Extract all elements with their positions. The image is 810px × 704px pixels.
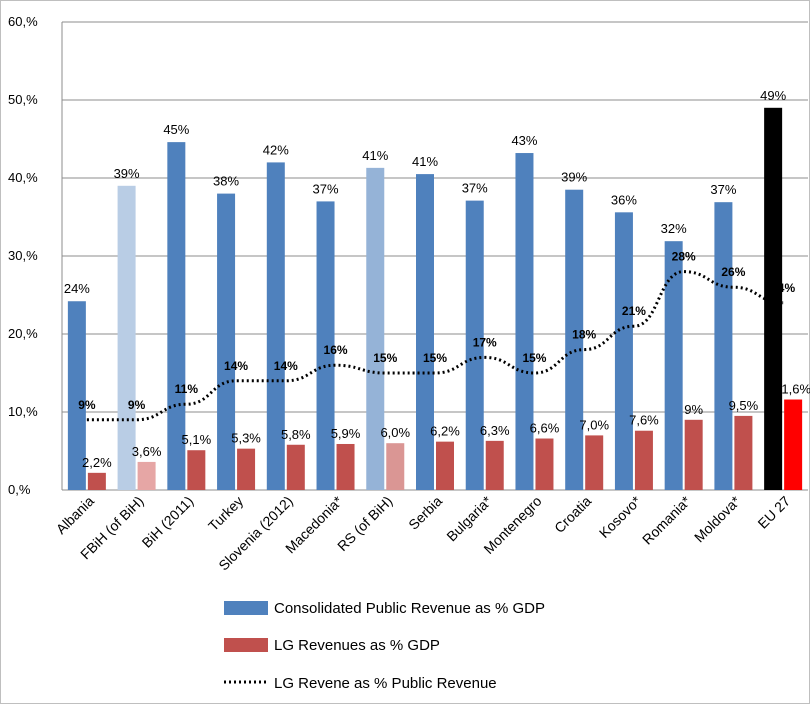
bar-consolidated [614, 212, 633, 490]
bar-lg-revenues [187, 450, 206, 490]
data-label-lg-share: 14% [274, 359, 298, 373]
data-label-lg-revenues: 5,8% [281, 427, 311, 442]
data-label-consolidated: 49% [760, 88, 786, 103]
data-label-lg-share: 15% [373, 351, 397, 365]
legend-item-lg-share: LG Revene as % Public Revenue [224, 675, 497, 692]
legend-label-lg-share: LG Revene as % Public Revenue [274, 675, 497, 692]
data-label-lg-revenues: 11,6% [775, 382, 810, 397]
legend-label-consolidated: Consolidated Public Revenue as % GDP [274, 600, 545, 617]
data-label-lg-share: 24% [771, 281, 795, 295]
data-label-consolidated: 41% [362, 148, 388, 163]
bar-lg-revenues [784, 399, 803, 490]
data-label-lg-revenues: 9% [684, 402, 703, 417]
data-label-lg-revenues: 3,6% [132, 444, 162, 459]
data-label-lg-revenues: 5,9% [331, 426, 361, 441]
data-label-consolidated: 41% [412, 154, 438, 169]
data-label-lg-revenues: 6,0% [380, 425, 410, 440]
data-label-consolidated: 37% [462, 181, 488, 196]
bar-consolidated [565, 189, 584, 490]
data-label-lg-revenues: 5,1% [182, 432, 212, 447]
bar-lg-revenues [436, 441, 454, 490]
bar-consolidated [416, 174, 434, 490]
data-label-lg-share: 15% [522, 351, 546, 365]
data-label-lg-share: 11% [175, 382, 199, 396]
data-label-lg-share: 28% [672, 250, 696, 264]
bar-consolidated [117, 185, 136, 491]
data-label-consolidated: 39% [561, 170, 587, 185]
data-label-consolidated: 42% [263, 142, 289, 157]
data-label-consolidated: 39% [114, 166, 140, 181]
data-label-consolidated: 37% [710, 182, 736, 197]
legend-swatch-lg-revenues [224, 638, 268, 652]
data-label-lg-share: 17% [473, 335, 497, 349]
data-label-lg-share: 21% [622, 304, 646, 318]
y-tick-label: 30,% [8, 248, 38, 263]
data-label-lg-revenues: 7,0% [579, 417, 609, 432]
bar-lg-revenues [734, 415, 753, 490]
data-label-lg-share: 9% [78, 398, 96, 412]
data-label-lg-revenues: 6,2% [430, 424, 460, 439]
y-tick-label: 40,% [8, 170, 38, 185]
y-tick-label: 50,% [8, 92, 38, 107]
data-label-lg-revenues: 6,6% [530, 421, 560, 436]
legend-item-consolidated: Consolidated Public Revenue as % GDP [224, 600, 545, 617]
bar-consolidated [764, 107, 783, 491]
data-label-lg-share: 9% [128, 398, 146, 412]
data-label-consolidated: 38% [213, 174, 239, 189]
bar-lg-revenues [237, 448, 256, 490]
bar-lg-revenues [585, 435, 604, 490]
y-tick-label: 20,% [8, 326, 38, 341]
data-label-lg-revenues: 6,3% [480, 423, 510, 438]
bar-consolidated [714, 202, 733, 490]
bar-lg-revenues [684, 419, 703, 490]
bar-consolidated [217, 193, 236, 490]
bar-lg-revenues [386, 443, 405, 490]
data-label-lg-revenues: 5,3% [231, 431, 261, 446]
data-label-lg-share: 26% [721, 265, 745, 279]
data-label-consolidated: 37% [313, 181, 339, 196]
bar-consolidated [664, 241, 683, 490]
bar-lg-revenues [87, 472, 106, 490]
bars [67, 107, 803, 491]
bar-lg-revenues [535, 438, 554, 490]
data-label-consolidated: 43% [511, 133, 537, 148]
legend-item-lg-revenues: LG Revenues as % GDP [224, 637, 440, 654]
data-label-consolidated: 24% [64, 281, 90, 296]
bar-lg-revenues [336, 443, 355, 490]
legend: Consolidated Public Revenue as % GDP LG … [224, 600, 545, 692]
data-label-lg-revenues: 2,2% [82, 455, 112, 470]
line-lg-share [86, 270, 784, 422]
bar-consolidated [316, 201, 335, 490]
bar-consolidated [167, 142, 186, 490]
data-label-lg-share: 16% [324, 343, 348, 357]
legend-swatch-consolidated [224, 601, 268, 615]
bar-lg-revenues [286, 444, 305, 490]
bar-consolidated [515, 153, 534, 491]
bar-lg-revenues [137, 461, 156, 490]
data-label-lg-revenues: 9,5% [729, 398, 759, 413]
data-label-lg-share: 15% [423, 351, 447, 365]
data-label-lg-share: 18% [572, 328, 596, 342]
y-axis: 0,% 10,% 20,% 30,% 40,% 50,% 60,% [8, 14, 63, 497]
data-label-consolidated: 36% [611, 192, 637, 207]
gridlines [62, 21, 808, 491]
y-tick-label: 10,% [8, 404, 38, 419]
data-labels: 24% 2,2% 39% 3,6% 45% 5,1% 38% 5,3% 42% 5,8% 37% 5,… [64, 88, 810, 470]
bar-consolidated [366, 167, 385, 491]
data-label-lg-share: 14% [224, 359, 248, 373]
bar-consolidated [465, 200, 484, 490]
bar-lg-revenues [634, 430, 653, 490]
bar-consolidated [67, 301, 86, 490]
y-tick-label: 60,% [8, 14, 38, 29]
bar-lg-revenues [485, 440, 504, 490]
line-series [86, 270, 784, 422]
legend-label-lg-revenues: LG Revenues as % GDP [274, 637, 440, 654]
data-label-consolidated: 45% [163, 122, 189, 137]
data-label-lg-revenues: 7,6% [629, 413, 659, 428]
data-label-consolidated: 32% [661, 221, 687, 236]
y-tick-label: 0,% [8, 482, 31, 497]
bar-consolidated [266, 162, 285, 490]
